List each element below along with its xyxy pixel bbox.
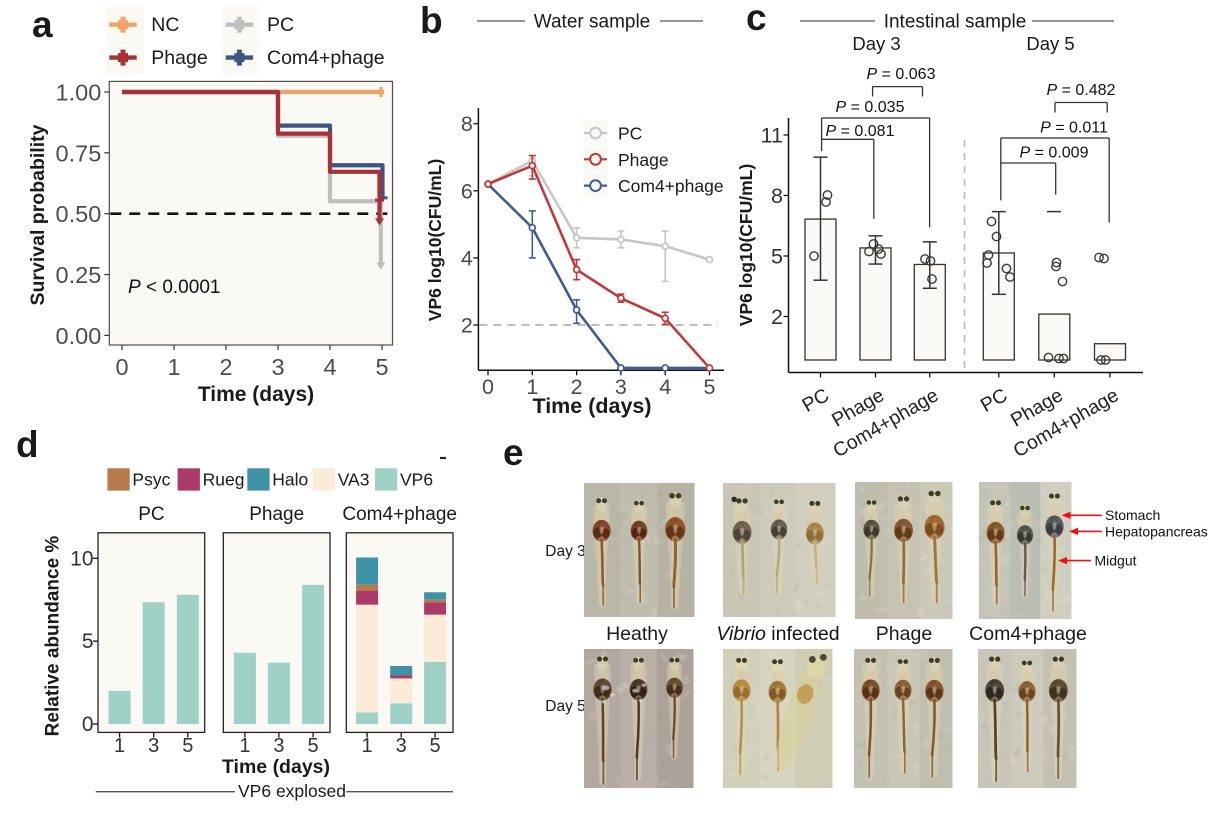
svg-text:Stomach: Stomach xyxy=(1105,507,1160,523)
svg-text:P < 0.0001: P < 0.0001 xyxy=(128,277,220,298)
svg-text:5: 5 xyxy=(375,354,388,380)
svg-text:PC: PC xyxy=(618,124,642,144)
svg-text:3: 3 xyxy=(271,354,284,380)
svg-text:VP6 explosed: VP6 explosed xyxy=(238,781,346,801)
svg-text:a: a xyxy=(32,4,53,45)
svg-text:5: 5 xyxy=(771,244,783,268)
svg-text:Halo: Halo xyxy=(272,470,308,490)
svg-text:Time (days): Time (days) xyxy=(532,394,651,418)
svg-text:Day 3: Day 3 xyxy=(852,33,900,54)
svg-text:c: c xyxy=(746,0,767,38)
svg-text:2: 2 xyxy=(771,305,783,329)
svg-text:5: 5 xyxy=(308,735,319,757)
svg-text:10: 10 xyxy=(70,547,93,570)
svg-text:6: 6 xyxy=(461,179,473,203)
svg-text:Day 3: Day 3 xyxy=(545,543,586,560)
svg-text:5: 5 xyxy=(704,375,716,399)
svg-text:Phage: Phage xyxy=(618,150,669,170)
svg-text:Psyc: Psyc xyxy=(132,470,170,490)
svg-text:Heathy: Heathy xyxy=(606,623,668,645)
svg-text:1: 1 xyxy=(167,354,180,380)
svg-text:8: 8 xyxy=(771,184,783,208)
svg-text:Rueg: Rueg xyxy=(203,470,245,490)
svg-text:1: 1 xyxy=(114,735,125,757)
svg-text:Intestinal sample: Intestinal sample xyxy=(884,12,1027,33)
svg-text:4: 4 xyxy=(461,246,473,270)
svg-text:b: b xyxy=(420,0,443,41)
svg-text:P = 0.011: P = 0.011 xyxy=(1040,120,1108,137)
svg-text:1: 1 xyxy=(362,735,373,757)
svg-text:P = 0.035: P = 0.035 xyxy=(836,99,905,116)
svg-text:0.00: 0.00 xyxy=(56,323,102,349)
svg-text:e: e xyxy=(503,432,524,473)
svg-text:d: d xyxy=(16,424,39,465)
svg-text:P = 0.482: P = 0.482 xyxy=(1047,82,1116,99)
svg-text:0.50: 0.50 xyxy=(56,201,102,227)
svg-text:Com4+phage: Com4+phage xyxy=(969,623,1087,645)
svg-text:P = 0.063: P = 0.063 xyxy=(867,66,936,83)
svg-text:5: 5 xyxy=(430,735,441,757)
svg-text:4: 4 xyxy=(323,354,336,380)
svg-text:5: 5 xyxy=(182,735,193,757)
svg-text:0.75: 0.75 xyxy=(56,140,102,166)
svg-text:VA3: VA3 xyxy=(338,470,370,490)
svg-text:Com4+phage: Com4+phage xyxy=(618,176,724,196)
svg-text:Phage: Phage xyxy=(876,623,932,645)
svg-text:Survival probability: Survival probability xyxy=(27,124,49,305)
svg-text:1: 1 xyxy=(526,375,538,399)
svg-text:0: 0 xyxy=(115,354,128,380)
svg-text:5: 5 xyxy=(82,630,94,653)
svg-text:Water sample: Water sample xyxy=(534,12,651,33)
svg-text:Com4+phage: Com4+phage xyxy=(267,47,385,69)
svg-text:3: 3 xyxy=(396,735,407,757)
svg-text:Vibrio infected: Vibrio infected xyxy=(716,623,839,645)
svg-text:Hepatopancreas: Hepatopancreas xyxy=(1105,524,1208,540)
svg-text:PC: PC xyxy=(267,14,294,36)
svg-text:0: 0 xyxy=(82,713,94,736)
svg-text:VP6 log10(CFU/mL): VP6 log10(CFU/mL) xyxy=(425,159,445,321)
svg-text:0: 0 xyxy=(482,375,494,399)
svg-text:Com4+phage: Com4+phage xyxy=(342,504,457,525)
svg-text:1: 1 xyxy=(239,735,250,757)
svg-text:NC: NC xyxy=(151,14,179,36)
svg-text:1.00: 1.00 xyxy=(56,80,102,106)
svg-text:Phage: Phage xyxy=(249,504,304,525)
svg-text:0.25: 0.25 xyxy=(56,262,102,288)
svg-text:VP6: VP6 xyxy=(400,470,433,490)
svg-text:3: 3 xyxy=(273,735,284,757)
svg-text:Time (days): Time (days) xyxy=(198,383,314,406)
svg-text:Phage: Phage xyxy=(151,47,207,69)
svg-text:Time (days): Time (days) xyxy=(222,756,330,778)
svg-text:VP6 log10(CFU/mL): VP6 log10(CFU/mL) xyxy=(736,164,756,326)
svg-text:PC: PC xyxy=(138,504,164,525)
svg-text:2: 2 xyxy=(571,375,583,399)
svg-text:P = 0.081: P = 0.081 xyxy=(826,123,895,140)
svg-text:2: 2 xyxy=(219,354,232,380)
svg-text:3: 3 xyxy=(615,375,627,399)
svg-text:8: 8 xyxy=(461,112,473,136)
svg-text:2: 2 xyxy=(461,314,473,338)
svg-text:3: 3 xyxy=(148,735,159,757)
svg-text:Relative abundance %: Relative abundance % xyxy=(43,536,64,737)
svg-text:11: 11 xyxy=(761,123,783,147)
svg-text:Midgut: Midgut xyxy=(1095,553,1137,569)
svg-text:Day 5: Day 5 xyxy=(545,698,586,715)
svg-text:P = 0.009: P = 0.009 xyxy=(1020,145,1089,162)
svg-text:Day 5: Day 5 xyxy=(1026,33,1074,54)
svg-text:4: 4 xyxy=(659,375,671,399)
